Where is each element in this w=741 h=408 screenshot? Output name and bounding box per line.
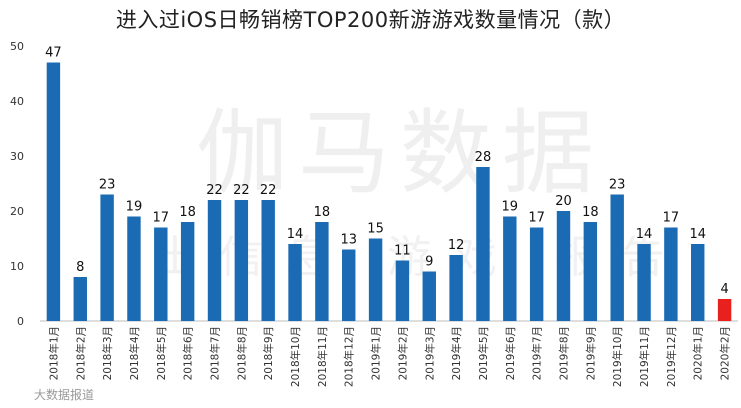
data-label: 15 xyxy=(367,222,384,237)
data-label: 11 xyxy=(394,244,411,259)
data-label: 17 xyxy=(528,211,545,226)
y-tick-label: 0 xyxy=(17,315,24,328)
x-tick-label: 2019年4月 xyxy=(450,326,463,380)
data-label: 18 xyxy=(179,205,196,220)
x-tick-label: 2019年12月 xyxy=(665,326,678,387)
bar xyxy=(529,227,544,321)
bar xyxy=(476,167,490,321)
data-label: 17 xyxy=(153,211,170,226)
y-axis-ticks: 0 10 20 30 40 50 xyxy=(10,40,24,328)
y-tick-label: 40 xyxy=(10,95,24,108)
bar xyxy=(288,244,302,321)
y-tick-label: 10 xyxy=(10,260,24,273)
x-tick-label: 2018年1月 xyxy=(47,326,60,380)
bar xyxy=(610,194,624,321)
data-label: 12 xyxy=(448,238,465,253)
x-tick-label: 2019年1月 xyxy=(370,326,383,380)
x-tick-label: 2018年10月 xyxy=(289,326,302,387)
x-tick-label: 2018年4月 xyxy=(128,326,141,380)
data-label: 47 xyxy=(45,46,62,61)
data-label: 14 xyxy=(689,227,706,242)
data-label: 4 xyxy=(720,282,728,297)
data-label: 22 xyxy=(233,183,250,198)
x-tick-label: 2019年5月 xyxy=(477,326,490,380)
bar xyxy=(207,200,222,321)
bar xyxy=(637,244,651,321)
bar xyxy=(503,216,517,321)
bar xyxy=(154,227,168,321)
data-label: 23 xyxy=(99,178,116,193)
data-label: 19 xyxy=(126,200,143,215)
x-tick-label: 2019年6月 xyxy=(504,326,517,380)
x-tick-label: 2018年5月 xyxy=(155,326,168,380)
bar xyxy=(234,200,249,321)
bar xyxy=(664,227,678,321)
x-tick-label: 2018年12月 xyxy=(343,326,356,387)
bar xyxy=(127,216,141,321)
data-label: 9 xyxy=(425,255,433,270)
x-axis-ticks: 2018年1月 2018年2月 2018年3月 2018年4月 2018年5月 2018年… xyxy=(47,326,731,387)
bar xyxy=(449,255,463,321)
data-label: 28 xyxy=(475,150,492,165)
bar xyxy=(342,249,356,321)
data-label: 13 xyxy=(340,233,357,248)
bar xyxy=(556,211,571,321)
bar xyxy=(368,238,383,321)
bar xyxy=(73,277,87,321)
x-tick-label: 2019年8月 xyxy=(558,326,571,380)
bar xyxy=(422,271,436,321)
y-tick-label: 20 xyxy=(10,205,24,218)
x-tick-label: 2019年10月 xyxy=(611,326,624,387)
bar xyxy=(46,62,61,321)
data-label: 22 xyxy=(260,183,277,198)
data-labels: 47 8 23 19 17 18 22 22 22 14 18 13 15 11 9 12 28 19 17 20 18… xyxy=(45,46,729,298)
bar xyxy=(691,244,705,321)
x-tick-label: 2018年7月 xyxy=(209,326,222,380)
data-label: 14 xyxy=(636,227,653,242)
data-label: 18 xyxy=(314,205,331,220)
data-label: 18 xyxy=(582,205,599,220)
data-label: 20 xyxy=(555,194,572,209)
bar xyxy=(395,260,410,321)
watermark-corner: 大数据报道 xyxy=(34,387,94,402)
x-tick-label: 2018年8月 xyxy=(235,326,248,380)
bar xyxy=(261,200,275,321)
data-label: 19 xyxy=(502,200,519,215)
x-tick-label: 2020年1月 xyxy=(692,326,705,380)
data-label: 23 xyxy=(609,178,626,193)
x-tick-label: 2019年2月 xyxy=(396,326,409,380)
x-tick-label: 2019年7月 xyxy=(531,326,544,380)
x-tick-label: 2018年6月 xyxy=(182,326,195,380)
bar xyxy=(315,222,329,321)
bar xyxy=(583,222,598,321)
bar xyxy=(180,222,195,321)
x-tick-label: 2019年9月 xyxy=(584,326,597,380)
x-tick-label: 2020年2月 xyxy=(719,326,732,380)
watermark-sub: 出信息 游戏 报告 xyxy=(153,232,687,283)
bars xyxy=(46,62,732,321)
data-label: 17 xyxy=(663,211,680,226)
data-label: 22 xyxy=(206,183,223,198)
x-tick-label: 2018年11月 xyxy=(316,326,329,387)
data-label: 8 xyxy=(76,260,84,275)
chart-title: 进入过iOS日畅销榜TOP200新游游戏数量情况（款） xyxy=(115,8,626,32)
data-label: 14 xyxy=(287,227,304,242)
bar xyxy=(717,299,732,321)
y-tick-label: 50 xyxy=(10,40,24,53)
x-tick-label: 2018年9月 xyxy=(262,326,275,380)
x-tick-label: 2018年2月 xyxy=(74,326,87,380)
watermark-main: 伽马数据 xyxy=(196,100,604,207)
bar xyxy=(100,194,114,321)
x-tick-label: 2018年3月 xyxy=(101,326,114,380)
y-tick-label: 30 xyxy=(10,150,24,163)
x-tick-label: 2019年3月 xyxy=(423,326,436,380)
x-tick-label: 2019年11月 xyxy=(638,326,651,387)
